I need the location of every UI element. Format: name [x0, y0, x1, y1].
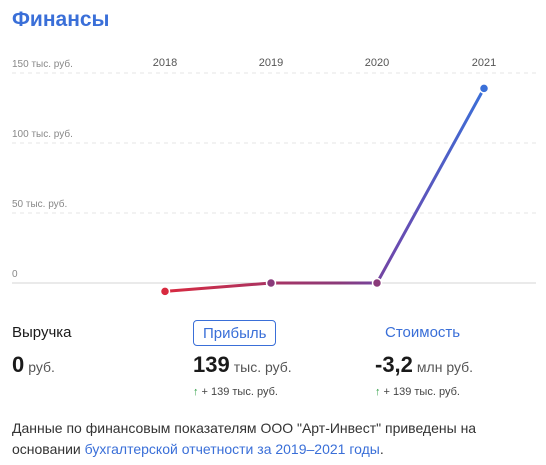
metric-profit[interactable]: Прибыль 139 тыс. руб. ↑ + 139 тыс. руб. — [193, 320, 292, 398]
y-tick-label: 50 тыс. руб. — [12, 198, 67, 210]
y-tick-label: 150 тыс. руб. — [12, 58, 73, 70]
metric-revenue[interactable]: Выручка 0 руб. — [12, 320, 72, 378]
footnote-end: . — [379, 441, 384, 457]
section-title: Финансы — [12, 8, 110, 31]
arrow-up-icon: ↑ — [193, 386, 199, 398]
y-tick-label: 100 тыс. руб. — [12, 128, 73, 140]
metric-profit-tab[interactable]: Прибыль — [193, 320, 277, 346]
x-tick-label: 2021 — [472, 57, 496, 69]
metric-profit-delta: + 139 тыс. руб. — [201, 386, 278, 398]
x-tick-label: 2020 — [365, 57, 389, 69]
data-point[interactable] — [478, 83, 490, 94]
metric-profit-value: 139 — [193, 352, 230, 377]
data-point[interactable] — [159, 286, 171, 297]
metric-cost-delta: + 139 тыс. руб. — [383, 386, 460, 398]
metric-value-cost[interactable]: Стоимость -3,2 млн руб. ↑ + 139 тыс. руб. — [375, 320, 473, 398]
y-tick-label: 0 — [12, 269, 18, 280]
metric-profit-unit: тыс. руб. — [233, 359, 292, 375]
x-tick-label: 2018 — [153, 57, 177, 69]
footnote-text: Данные по финансовым показателям ООО "Ар… — [12, 420, 477, 457]
accounting-report-link[interactable]: бухгалтерской отчетности за 2019–2021 го… — [84, 441, 380, 457]
profit-line-chart: 0 50 тыс. руб. 100 тыс. руб. 150 тыс. руб. 2… — [12, 57, 536, 297]
metric-cost-tab[interactable]: Стоимость — [385, 324, 461, 341]
arrow-up-icon: ↑ — [375, 386, 381, 398]
metric-revenue-label[interactable]: Выручка — [12, 324, 72, 341]
profit-series-line — [163, 86, 486, 293]
data-point[interactable] — [371, 277, 383, 289]
x-tick-label: 2019 — [259, 57, 283, 69]
metric-revenue-unit: руб. — [28, 359, 55, 375]
data-point[interactable] — [265, 277, 277, 289]
metric-cost-value: -3,2 — [375, 352, 413, 377]
metric-revenue-value: 0 — [12, 352, 25, 377]
data-source-note: Данные по финансовым показателям ООО "Ар… — [12, 418, 532, 460]
metric-cost-unit: млн руб. — [416, 359, 474, 375]
